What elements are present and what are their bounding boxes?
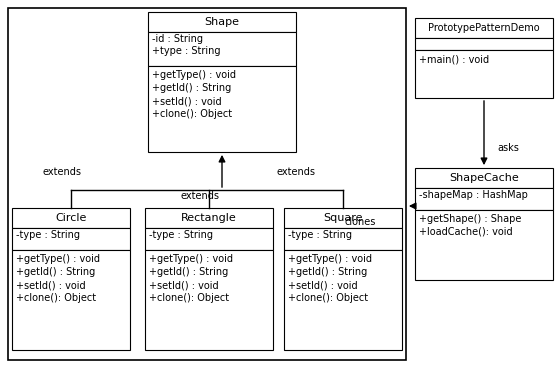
- Bar: [12, 208, 130, 228]
- Text: Rectangle: Rectangle: [181, 213, 237, 223]
- Text: +setId() : void: +setId() : void: [288, 280, 358, 290]
- Text: Shape: Shape: [204, 17, 240, 27]
- Text: +getId() : String: +getId() : String: [152, 83, 231, 93]
- Text: +clone(): Object: +clone(): Object: [16, 293, 96, 303]
- Text: Square: Square: [323, 213, 363, 223]
- Text: extends: extends: [180, 191, 220, 201]
- Bar: [284, 228, 402, 250]
- Text: -type : String: -type : String: [149, 230, 213, 240]
- Text: clones: clones: [344, 217, 376, 227]
- Bar: [415, 50, 553, 98]
- Bar: [415, 168, 553, 188]
- Text: -id : String: -id : String: [152, 34, 203, 44]
- Bar: [145, 228, 273, 250]
- Text: +setId() : void: +setId() : void: [152, 96, 222, 106]
- Text: +main() : void: +main() : void: [419, 54, 489, 64]
- Bar: [284, 250, 402, 350]
- Text: +clone(): Object: +clone(): Object: [149, 293, 229, 303]
- Text: +clone(): Object: +clone(): Object: [288, 293, 368, 303]
- Text: -shapeMap : HashMap: -shapeMap : HashMap: [419, 190, 528, 200]
- Text: +setId() : void: +setId() : void: [16, 280, 86, 290]
- Bar: [12, 250, 130, 350]
- Bar: [415, 38, 553, 50]
- Bar: [145, 250, 273, 350]
- Text: +loadCache(): void: +loadCache(): void: [419, 227, 512, 237]
- Bar: [148, 12, 296, 32]
- Text: +getShape() : Shape: +getShape() : Shape: [419, 214, 521, 224]
- Text: +clone(): Object: +clone(): Object: [152, 109, 232, 119]
- Bar: [12, 228, 130, 250]
- Text: +setId() : void: +setId() : void: [149, 280, 218, 290]
- Text: PrototypePatternDemo: PrototypePatternDemo: [428, 23, 540, 33]
- Text: -type : String: -type : String: [288, 230, 352, 240]
- Text: +getType() : void: +getType() : void: [149, 254, 233, 264]
- Text: extends: extends: [43, 167, 82, 177]
- Text: ShapeCache: ShapeCache: [449, 173, 519, 183]
- Text: +getType() : void: +getType() : void: [16, 254, 100, 264]
- Text: -type : String: -type : String: [16, 230, 80, 240]
- Text: +getId() : String: +getId() : String: [288, 267, 367, 277]
- Text: extends: extends: [277, 167, 315, 177]
- Bar: [415, 210, 553, 280]
- Bar: [284, 208, 402, 228]
- Bar: [415, 188, 553, 210]
- Text: +getType() : void: +getType() : void: [288, 254, 372, 264]
- Text: +getId() : String: +getId() : String: [16, 267, 95, 277]
- Text: asks: asks: [497, 143, 519, 153]
- Text: +type : String: +type : String: [152, 46, 221, 56]
- Bar: [415, 18, 553, 38]
- Bar: [148, 32, 296, 66]
- Text: Circle: Circle: [55, 213, 87, 223]
- Bar: [8, 8, 406, 360]
- Text: +getType() : void: +getType() : void: [152, 70, 236, 80]
- Bar: [148, 66, 296, 152]
- Bar: [145, 208, 273, 228]
- Text: +getId() : String: +getId() : String: [149, 267, 228, 277]
